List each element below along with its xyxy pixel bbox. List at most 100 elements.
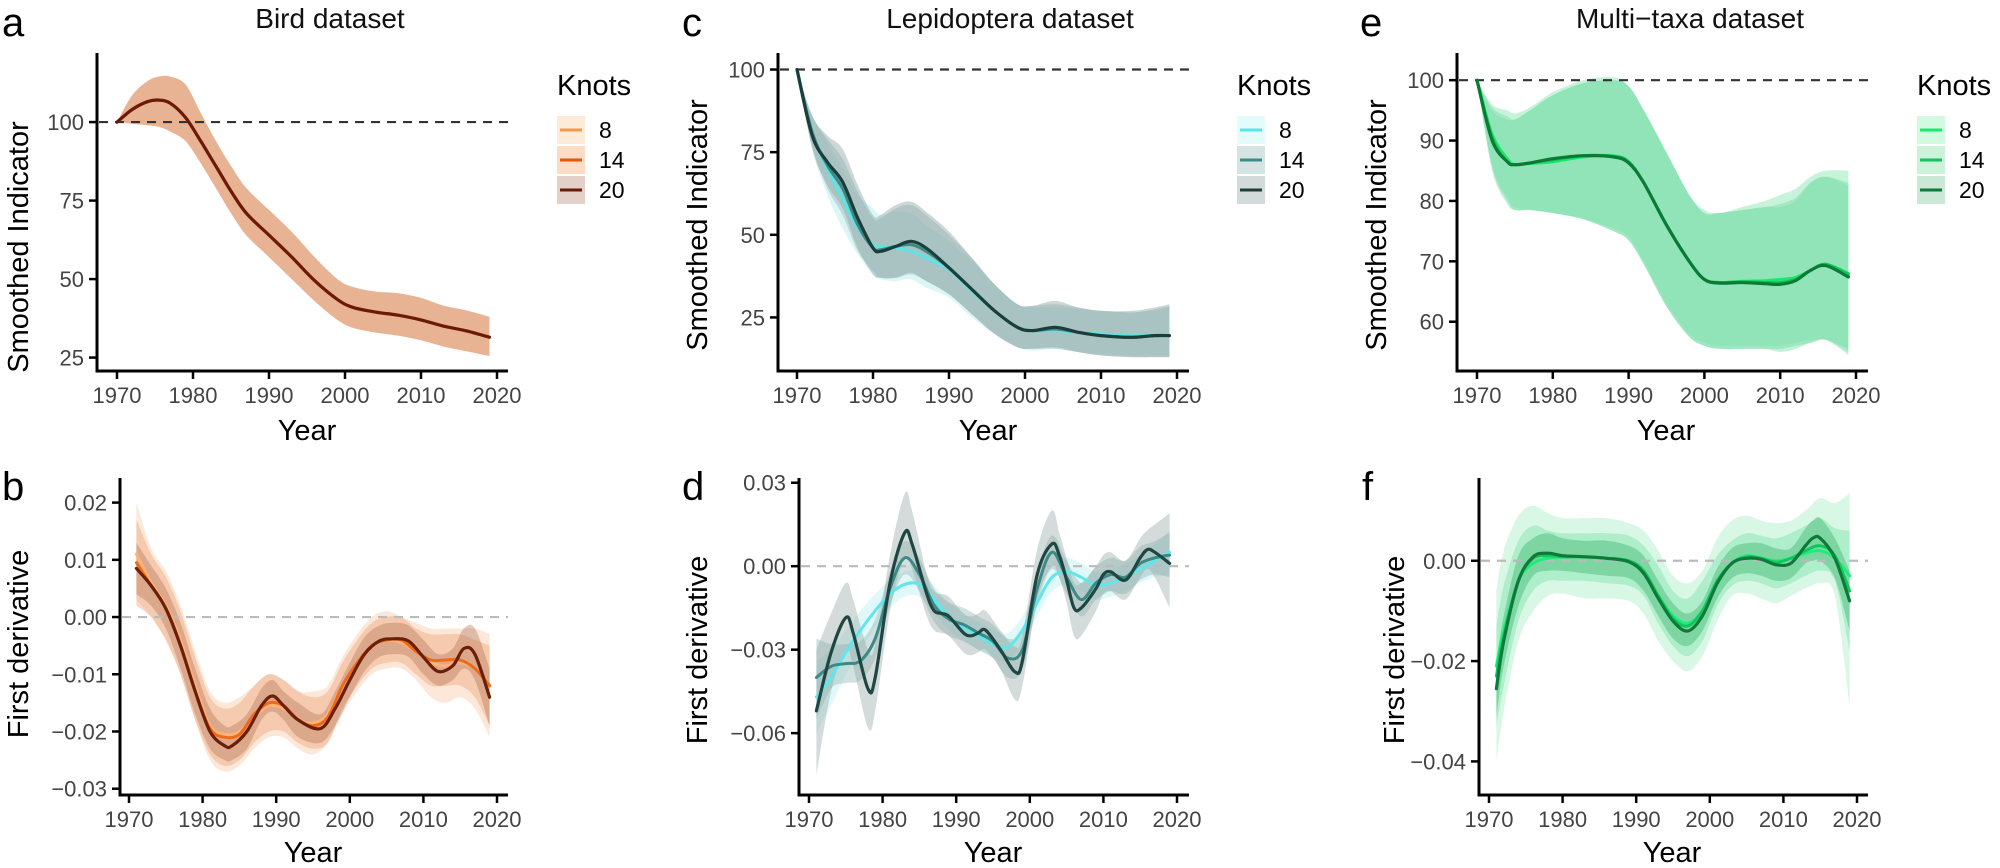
x-tick-label: 2000 bbox=[325, 807, 374, 832]
y-axis-title: Smoothed Indicator bbox=[1361, 99, 1393, 351]
x-tick-label: 1990 bbox=[932, 807, 981, 832]
ci-band-knots-8 bbox=[117, 75, 490, 356]
legend-title: Knots bbox=[1237, 70, 1311, 102]
y-tick-label: 25 bbox=[741, 305, 765, 330]
x-tick-label: 2000 bbox=[321, 383, 370, 408]
ci-band-knots-20 bbox=[816, 491, 1170, 775]
y-tick-label: 0.00 bbox=[1423, 549, 1466, 574]
y-tick-label: 0.01 bbox=[64, 548, 107, 573]
y-tick-label: 50 bbox=[60, 267, 84, 292]
y-tick-label: −0.02 bbox=[1410, 649, 1466, 674]
y-tick-label: 60 bbox=[1420, 310, 1444, 335]
x-axis-title: Year bbox=[1643, 837, 1702, 868]
legend-item-knots-20: 20 bbox=[1917, 176, 1985, 204]
x-tick-label: 1970 bbox=[1453, 383, 1502, 408]
y-axis-title: First derivative bbox=[682, 556, 714, 745]
x-tick-label: 2020 bbox=[473, 383, 522, 408]
legend-label: 20 bbox=[1279, 177, 1305, 203]
ci-band-knots-20 bbox=[117, 75, 490, 356]
y-tick-label: −0.06 bbox=[730, 721, 786, 746]
panel-c: c Lepidoptera dataset Smoothed Indicator… bbox=[682, 1, 1311, 447]
x-tick-label: 2010 bbox=[1077, 383, 1126, 408]
legend-label: 8 bbox=[1959, 117, 1972, 143]
panel-letter: b bbox=[2, 465, 24, 509]
y-tick-label: −0.04 bbox=[1410, 749, 1466, 774]
series-line-knots-8 bbox=[134, 552, 492, 737]
y-axis-title: First derivative bbox=[1379, 556, 1411, 745]
legend-item-knots-8: 8 bbox=[1237, 116, 1292, 144]
legend-label: 14 bbox=[1959, 147, 1985, 173]
series-line-knots-20 bbox=[814, 528, 1172, 713]
legend: Knots 8 14 20 bbox=[1917, 70, 1991, 204]
y-tick-label: 80 bbox=[1420, 189, 1444, 214]
x-tick-label: 2020 bbox=[1833, 807, 1882, 832]
panel-d: d First derivative Year 1970 1980 1990 2000… bbox=[682, 465, 1201, 868]
legend-item-knots-14: 14 bbox=[1917, 146, 1985, 174]
legend-item-knots-20: 20 bbox=[1237, 176, 1305, 204]
x-tick-label: 1970 bbox=[785, 807, 834, 832]
x-tick-label: 2020 bbox=[1153, 807, 1202, 832]
y-tick-label: 0.00 bbox=[64, 605, 107, 630]
legend-item-knots-14: 14 bbox=[557, 146, 625, 174]
ci-band-knots-14 bbox=[816, 532, 1170, 720]
ci-band-knots-14 bbox=[136, 519, 490, 766]
legend-label: 20 bbox=[599, 177, 625, 203]
legend-label: 8 bbox=[1279, 117, 1292, 143]
y-axis-title: Smoothed Indicator bbox=[3, 121, 35, 373]
plot-area: 1970 1980 1990 2000 2010 2020 25 50 75 100 bbox=[728, 53, 1201, 408]
x-tick-label: 2010 bbox=[399, 807, 448, 832]
panel-letter: a bbox=[2, 1, 25, 45]
y-tick-label: −0.01 bbox=[51, 662, 107, 687]
legend-label: 14 bbox=[599, 147, 625, 173]
x-axis-title: Year bbox=[284, 837, 343, 868]
x-tick-label: 2010 bbox=[1759, 807, 1808, 832]
x-tick-label: 1980 bbox=[858, 807, 907, 832]
plot-area: 1970 1980 1990 2000 2010 2020 −0.06 −0.03 0.00 0.… bbox=[730, 471, 1201, 832]
x-tick-label: 1990 bbox=[245, 383, 294, 408]
series-line-knots-20 bbox=[1494, 534, 1852, 691]
y-tick-label: 0.00 bbox=[743, 554, 786, 579]
legend-item-knots-8: 8 bbox=[557, 116, 612, 144]
x-tick-label: 1970 bbox=[773, 383, 822, 408]
panel-title: Lepidoptera dataset bbox=[886, 3, 1134, 34]
x-axis-title: Year bbox=[1637, 415, 1696, 447]
ci-band-knots-8 bbox=[136, 502, 490, 772]
panel-letter: d bbox=[682, 465, 704, 509]
y-tick-label: 100 bbox=[728, 58, 765, 83]
series-line-knots-20 bbox=[1475, 78, 1850, 287]
x-tick-label: 2020 bbox=[1832, 383, 1881, 408]
legend-item-knots-14: 14 bbox=[1237, 146, 1305, 174]
x-tick-label: 1970 bbox=[105, 807, 154, 832]
x-axis-title: Year bbox=[964, 837, 1023, 868]
y-tick-label: 0.03 bbox=[743, 471, 786, 496]
panel-b: b First derivative Year 1970 1980 1990 2000… bbox=[2, 465, 521, 868]
x-tick-label: 1970 bbox=[93, 383, 142, 408]
x-tick-label: 2020 bbox=[1153, 383, 1202, 408]
x-axis-title: Year bbox=[959, 415, 1018, 447]
y-tick-label: 75 bbox=[741, 140, 765, 165]
x-tick-label: 1980 bbox=[849, 383, 898, 408]
x-tick-label: 1980 bbox=[1538, 807, 1587, 832]
x-tick-label: 1980 bbox=[169, 383, 218, 408]
x-tick-label: 2010 bbox=[1756, 383, 1805, 408]
panel-a: a Bird dataset Smoothed Indicator Year 1… bbox=[2, 1, 631, 447]
legend-label: 8 bbox=[599, 117, 612, 143]
y-tick-label: 75 bbox=[60, 189, 84, 214]
legend: Knots 8 14 20 bbox=[1237, 70, 1311, 204]
x-tick-label: 2000 bbox=[1685, 807, 1734, 832]
legend-item-knots-20: 20 bbox=[557, 176, 625, 204]
x-tick-label: 1990 bbox=[1612, 807, 1661, 832]
panel-title: Bird dataset bbox=[255, 3, 405, 34]
panel-title: Multi−taxa dataset bbox=[1576, 3, 1804, 34]
y-tick-label: −0.03 bbox=[730, 638, 786, 663]
y-tick-label: 50 bbox=[741, 223, 765, 248]
x-tick-label: 2010 bbox=[1079, 807, 1128, 832]
panel-letter: c bbox=[682, 1, 702, 45]
panel-f: f First derivative Year 1970 1980 1990 2000… bbox=[1362, 465, 1881, 868]
x-tick-label: 2000 bbox=[1005, 807, 1054, 832]
plot-area: 1970 1980 1990 2000 2010 2020 25 50 75 100 bbox=[47, 53, 521, 408]
series-line-knots-8 bbox=[814, 550, 1172, 699]
legend-label: 14 bbox=[1279, 147, 1305, 173]
x-tick-label: 2010 bbox=[397, 383, 446, 408]
